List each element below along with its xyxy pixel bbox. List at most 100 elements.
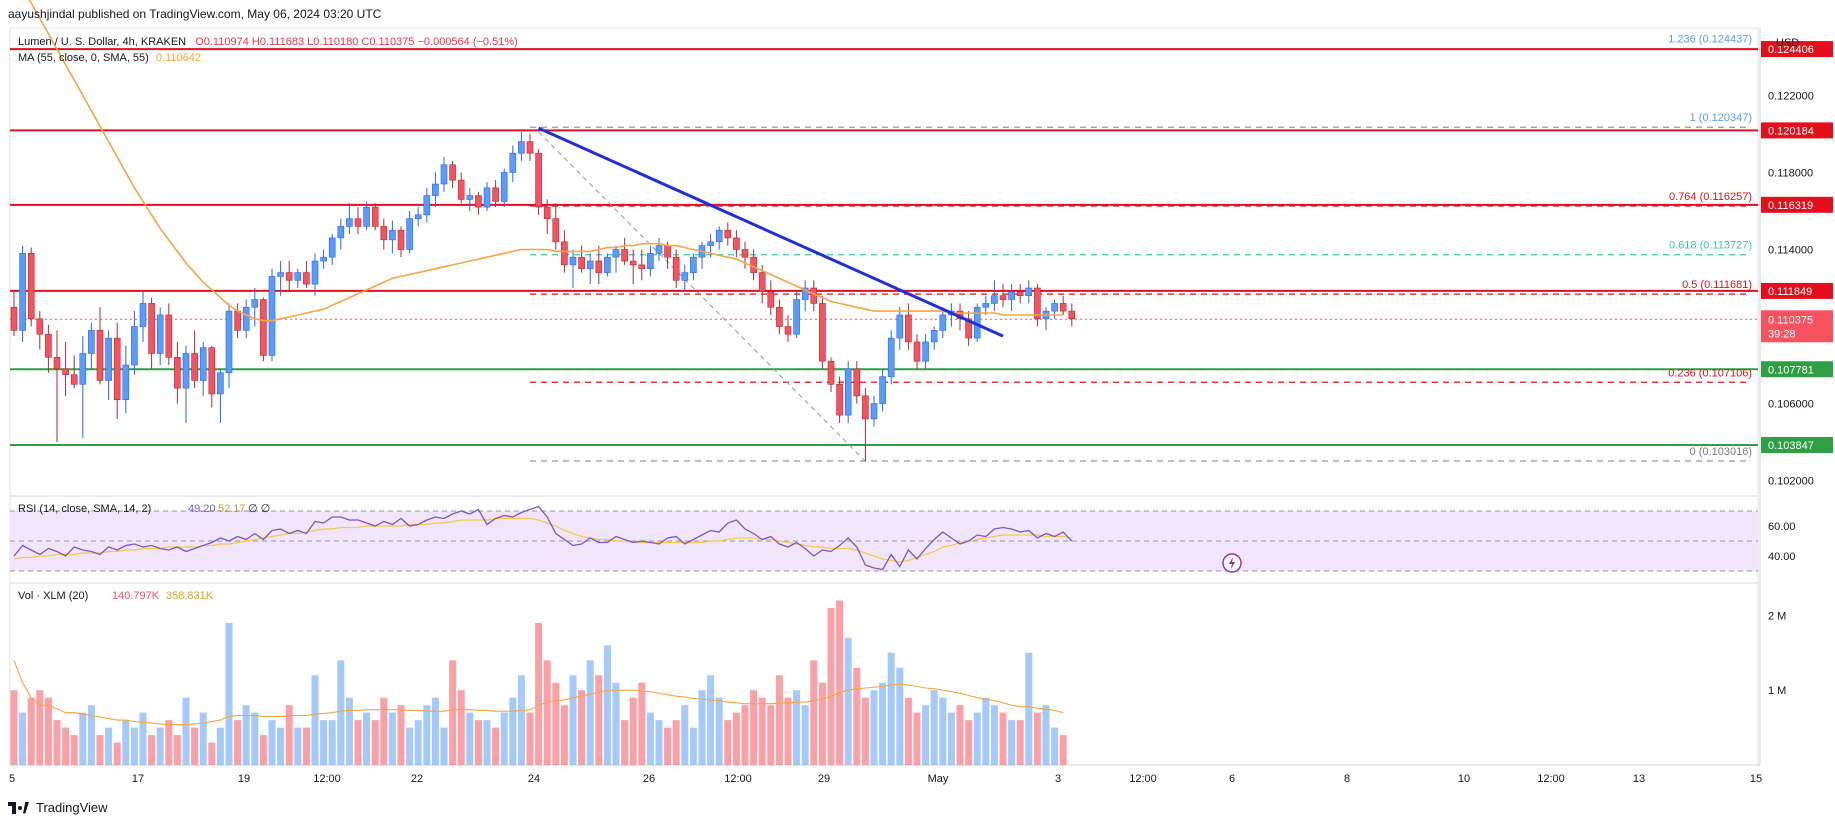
candle[interactable] [595,260,603,273]
candle[interactable] [466,195,474,200]
candle[interactable] [672,256,680,281]
candle[interactable] [681,272,689,281]
volume-bar[interactable] [208,742,216,765]
volume-bar[interactable] [105,727,113,765]
volume-bar[interactable] [982,697,990,765]
volume-bar[interactable] [655,720,663,765]
candle[interactable] [999,295,1007,300]
volume-bar[interactable] [70,735,78,765]
candle[interactable] [10,306,18,331]
volume-bar[interactable] [216,727,224,765]
candle[interactable] [939,314,947,331]
candle[interactable] [191,353,198,381]
candle[interactable] [526,141,534,154]
volume-bar[interactable] [965,720,973,765]
candle[interactable] [483,187,491,208]
candle[interactable] [604,256,611,273]
volume-bar[interactable] [517,675,525,765]
candle[interactable] [199,347,207,381]
candle[interactable] [1016,291,1024,297]
candle[interactable] [79,353,87,385]
candle[interactable] [518,141,525,154]
volume-bar[interactable] [836,600,844,765]
volume-bar[interactable] [827,607,835,765]
candle[interactable] [406,218,413,250]
candle[interactable] [552,218,560,243]
bearish-trendline[interactable] [537,126,1004,338]
volume-bar[interactable] [113,742,121,765]
volume-bar[interactable] [801,705,809,765]
candle[interactable] [509,152,517,173]
candle[interactable] [655,245,663,254]
volume-bar[interactable] [225,622,233,765]
volume-bar[interactable] [1033,712,1041,765]
volume-bar[interactable] [724,720,732,765]
volume-bar[interactable] [621,720,629,765]
candle[interactable] [905,314,912,343]
volume-bar[interactable] [939,697,947,765]
candle[interactable] [311,260,319,285]
candle[interactable] [647,253,654,270]
candle[interactable] [113,337,121,401]
volume-bar[interactable] [681,705,689,765]
volume-bar[interactable] [328,720,336,765]
volume-bar[interactable] [896,667,904,765]
candle[interactable] [217,372,224,395]
candle[interactable] [432,183,439,196]
candle[interactable] [53,357,61,370]
volume-bar[interactable] [818,682,826,765]
candle[interactable] [690,256,697,273]
volume-bar[interactable] [457,690,465,765]
volume-bar[interactable] [1051,727,1059,765]
volume-bar[interactable] [904,697,912,765]
volume-bar[interactable] [388,712,396,765]
candle[interactable] [853,368,861,397]
volume-bar[interactable] [320,720,328,765]
volume-bar[interactable] [483,720,491,765]
volume-bar[interactable] [715,697,723,765]
volume-bar[interactable] [397,705,405,765]
candle[interactable] [870,403,878,420]
volume-bar[interactable] [586,660,594,765]
volume-bar[interactable] [638,682,646,765]
candle[interactable] [62,368,69,375]
tradingview-logo[interactable]: TradingView [8,800,108,815]
candle[interactable] [389,229,396,241]
candle[interactable] [930,330,938,343]
volume-bar[interactable] [999,712,1007,765]
candle[interactable] [1034,287,1041,320]
volume-bar[interactable] [294,727,302,765]
candle[interactable] [741,249,749,258]
volume-bar[interactable] [311,675,319,765]
candle[interactable] [174,357,181,389]
volume-bar[interactable] [526,712,534,765]
volume-bar[interactable] [492,727,500,765]
volume-bar[interactable] [595,675,603,765]
candle[interactable] [380,226,388,241]
candle[interactable] [268,276,276,356]
candle[interactable] [612,249,620,258]
volume-bar[interactable] [165,720,173,765]
volume-bar[interactable] [500,712,508,765]
volume-bar[interactable] [414,720,422,765]
volume-bar[interactable] [27,697,35,765]
volume-bar[interactable] [578,690,586,765]
candle[interactable] [156,314,164,354]
volume-bar[interactable] [569,675,577,765]
volume-bar[interactable] [793,690,801,765]
volume-bar[interactable] [758,697,766,765]
volume-bar[interactable] [707,675,715,765]
candle[interactable] [1059,303,1067,312]
candle[interactable] [105,337,112,381]
candle[interactable] [724,229,732,239]
volume-bar[interactable] [732,712,740,765]
candle[interactable] [70,374,78,385]
candle[interactable] [707,241,714,246]
candle[interactable] [776,306,783,327]
volume-bar[interactable] [268,720,276,765]
candle[interactable] [638,264,646,270]
candle[interactable] [277,272,284,277]
volume-bar[interactable] [406,727,414,765]
volume-bar[interactable] [672,720,680,765]
candle[interactable] [148,303,155,354]
